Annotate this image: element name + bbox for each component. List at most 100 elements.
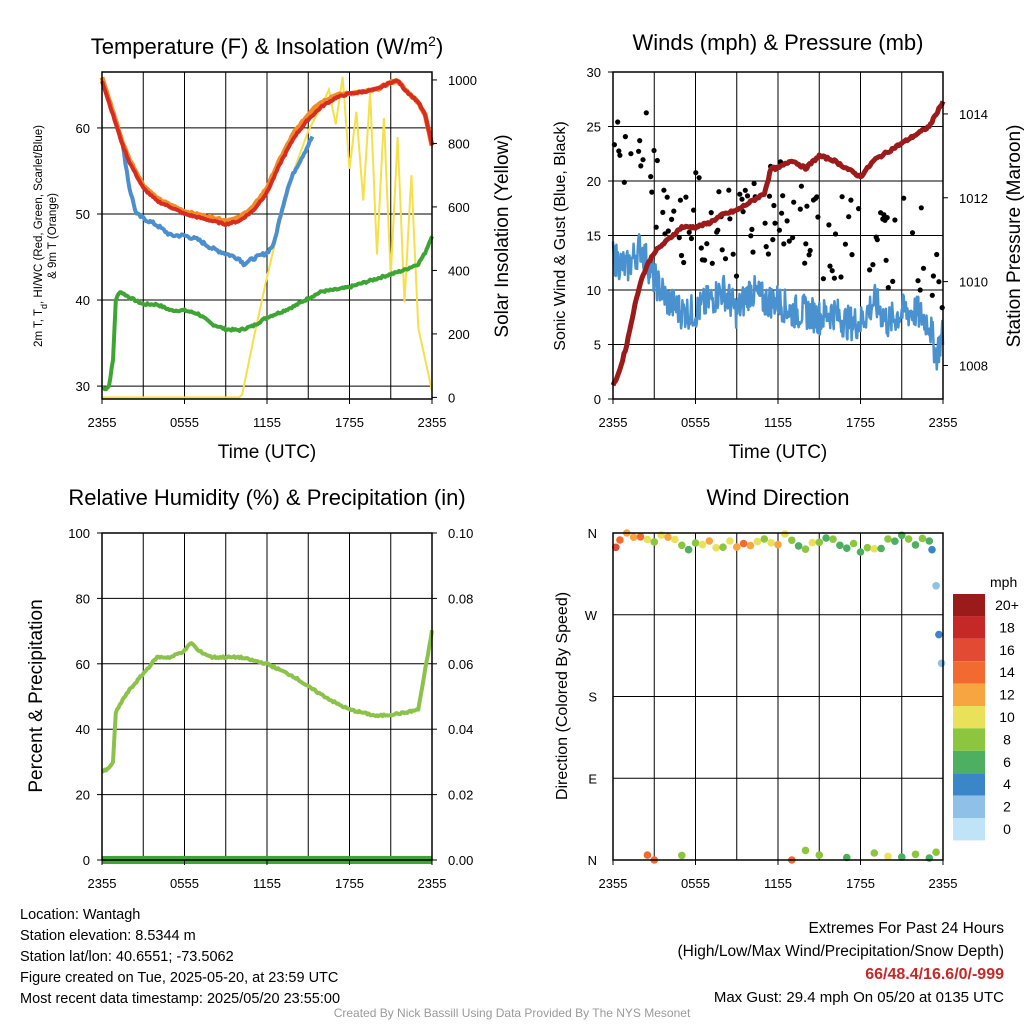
- gust-point: [708, 210, 714, 216]
- direction-point: [925, 854, 934, 862]
- gust-point: [781, 241, 787, 247]
- temp-grid: [102, 72, 432, 399]
- gust-point: [654, 157, 660, 164]
- gust-point: [939, 305, 945, 311]
- direction-point: [678, 851, 686, 860]
- direction-point: [671, 535, 679, 544]
- y-tick-label: N: [588, 853, 597, 868]
- direction-point: [815, 851, 824, 859]
- direction-point: [774, 540, 782, 549]
- direction-point: [935, 630, 943, 639]
- gust-point: [649, 189, 655, 195]
- colorbar-label: 20+: [995, 597, 1019, 613]
- y2-tick-label: 800: [448, 136, 470, 151]
- y-tick-label: 50: [76, 207, 90, 222]
- gust-point: [936, 279, 942, 285]
- gust-point: [918, 205, 924, 211]
- gust-point: [678, 252, 685, 259]
- colorbar-swatch: [953, 594, 985, 617]
- y-tick-label: S: [588, 690, 597, 705]
- gust-point: [704, 241, 710, 247]
- direction-point: [863, 543, 872, 552]
- direction-point: [629, 533, 638, 541]
- colorbar-swatch: [953, 773, 985, 796]
- direction-point: [753, 537, 762, 546]
- y-tick-label: 0: [83, 853, 90, 868]
- colorbar: 20+ 18 16 14 12 10 8 6 4 2 0: [953, 594, 1019, 841]
- direction-point: [767, 539, 775, 547]
- gust-point: [920, 265, 927, 271]
- station-elevation: Station elevation: 8.5344 m: [20, 928, 196, 944]
- y2-tick-label: 0.10: [448, 526, 473, 541]
- gust-point: [742, 187, 748, 193]
- gust-point: [770, 237, 776, 243]
- direction-point: [636, 533, 645, 541]
- gust-point: [883, 257, 889, 263]
- gust-point: [744, 193, 751, 199]
- y-tick-label: 30: [76, 379, 90, 394]
- rh-title: Relative Humidity (%) & Precipitation (i…: [68, 485, 465, 510]
- gust-point: [763, 244, 769, 250]
- direction-point: [928, 545, 936, 554]
- direction-point: [884, 535, 892, 543]
- gust-point: [636, 148, 642, 154]
- gust-point: [766, 193, 773, 199]
- colorbar-swatch: [953, 706, 985, 729]
- y2-tick-label: 1000: [448, 73, 477, 88]
- y-tick-label: 25: [587, 120, 601, 135]
- x-tick-label: 2355: [599, 876, 628, 891]
- series-2m-temperature: [100, 78, 434, 228]
- gust-point: [698, 245, 704, 251]
- gust-point: [739, 196, 745, 202]
- gust-point: [790, 235, 796, 241]
- gust-point: [616, 148, 622, 154]
- direction-point: [726, 537, 734, 545]
- gust-point: [653, 224, 659, 230]
- y-tick-label: 20: [587, 174, 601, 189]
- gust-point: [848, 197, 854, 203]
- gust-point: [915, 278, 921, 284]
- gust-point: [648, 174, 654, 180]
- x-tick-label: 2355: [929, 876, 958, 891]
- direction-point: [691, 539, 700, 547]
- gust-point: [885, 285, 891, 291]
- gust-point: [803, 241, 809, 247]
- gust-point: [842, 241, 849, 247]
- y-tick-label: 10: [587, 283, 601, 298]
- direction-point: [719, 543, 727, 551]
- x-tick-label: 1155: [253, 415, 281, 430]
- gust-point: [791, 199, 797, 205]
- gust-point: [691, 207, 697, 213]
- colorbar-label: 2: [1003, 799, 1011, 815]
- gust-point: [719, 247, 725, 253]
- direction-point: [843, 544, 851, 552]
- colorbar-swatch: [953, 728, 985, 751]
- series-solar-insolation: [102, 76, 433, 399]
- gust-point: [901, 195, 907, 201]
- gust-point: [709, 260, 715, 266]
- colorbar-label: 12: [999, 687, 1015, 703]
- colorbar-label: 8: [1003, 731, 1011, 747]
- direction-point: [684, 545, 693, 554]
- direction-point: [925, 537, 934, 545]
- y-tick-label: 30: [587, 65, 601, 80]
- gust-point: [814, 194, 820, 200]
- direction-point: [822, 534, 830, 542]
- wind-series: [610, 100, 946, 387]
- gust-point: [798, 183, 805, 189]
- y2-tick-label: 1014: [959, 107, 988, 122]
- x-tick-label: 0555: [170, 415, 199, 430]
- x-tick-label: 1755: [846, 876, 875, 891]
- direction-panel: Wind Direction 2355 0555 1155 1755 2355NWSEN…: [554, 485, 1019, 891]
- direction-point: [911, 541, 920, 549]
- direction-point: [698, 540, 707, 549]
- gust-point: [683, 194, 689, 200]
- wind-y2-label: Station Pressure (Maroon): [1004, 125, 1024, 348]
- gust-point: [867, 267, 873, 273]
- figure-created: Figure created on Tue, 2025-05-20, at 23…: [20, 970, 339, 986]
- gust-point: [637, 138, 643, 144]
- colorbar-swatch: [953, 795, 985, 818]
- direction-point: [870, 849, 879, 857]
- gust-point: [934, 251, 940, 258]
